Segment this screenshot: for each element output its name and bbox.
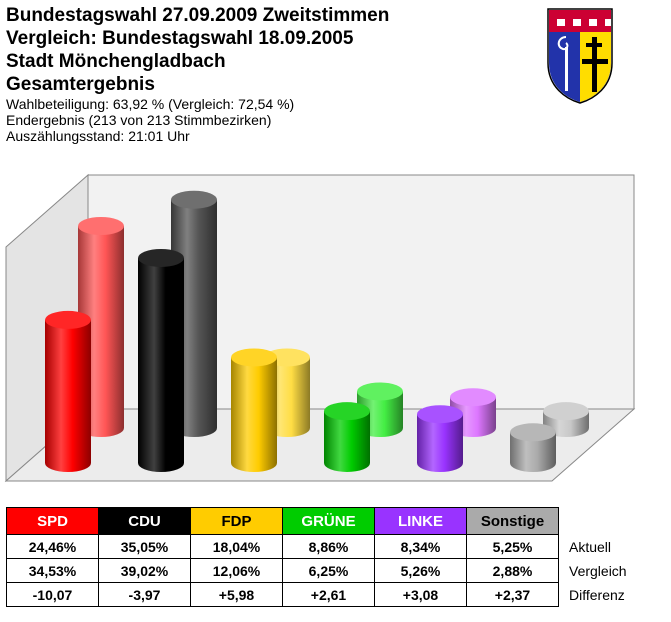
table-cell: 6,25%: [282, 558, 375, 583]
table-row: -10,07 -3,97 +5,98 +2,61 +3,08 +2,37 Differenz: [6, 582, 650, 607]
party-header-cell: LINKE: [374, 507, 467, 535]
bar-aktuell-0: [45, 310, 91, 472]
row-label: Aktuell: [569, 538, 612, 555]
table-cell: +3,08: [374, 582, 467, 607]
bar-aktuell-4: [417, 405, 463, 472]
party-header-cell: GRÜNE: [282, 507, 375, 535]
table-cell: 2,88%: [466, 558, 559, 583]
table-cell: 5,25%: [466, 534, 559, 559]
table-cell: -3,97: [98, 582, 191, 607]
title-line: Bundestagswahl 27.09.2009 Zweitstimmen: [6, 5, 390, 26]
table-cell: 18,04%: [190, 534, 283, 559]
table-cell: 5,26%: [374, 558, 467, 583]
bars-aktuell: [45, 248, 556, 472]
party-header-cell: FDP: [190, 507, 283, 535]
city-coat-of-arms-icon: [547, 8, 613, 104]
bar-aktuell-1: [138, 248, 184, 472]
title-line: Vergleich: Bundestagswahl 18.09.2005: [6, 28, 354, 49]
party-header-cell: CDU: [98, 507, 191, 535]
party-header-cell: Sonstige: [466, 507, 559, 535]
table-cell: +2,37: [466, 582, 559, 607]
bar-aktuell-5: [510, 423, 556, 472]
table-cell: 8,86%: [282, 534, 375, 559]
party-header-cell: SPD: [6, 507, 99, 535]
table-cell: 12,06%: [190, 558, 283, 583]
table-cell: +2,61: [282, 582, 375, 607]
info-line: Auszählungsstand: 21:01 Uhr: [6, 128, 190, 144]
table-cell: 35,05%: [98, 534, 191, 559]
row-label: Differenz: [569, 586, 625, 603]
row-label: Vergleich: [569, 562, 627, 579]
title-line: Stadt Mönchengladbach: [6, 51, 226, 72]
table-cell: 8,34%: [374, 534, 467, 559]
table-row: 24,46% 35,05% 18,04% 8,86% 8,34% 5,25% Aktuell: [6, 534, 650, 559]
table-cell: -10,07: [6, 582, 99, 607]
bar-chart: [4, 173, 636, 483]
bar-vergleich-5: [543, 402, 589, 437]
header: Bundestagswahl 27.09.2009 Zweitstimmen V…: [6, 4, 526, 144]
table-row: 34,53% 39,02% 12,06% 6,25% 5,26% 2,88% Verglei…: [6, 558, 650, 583]
table-header-row: SPD CDU FDP GRÜNE LINKE Sonstige: [6, 507, 650, 535]
info-line: Endergebnis (213 von 213 Stimmbezirken): [6, 112, 272, 128]
row-label-spacer: [559, 508, 650, 535]
results-table: SPD CDU FDP GRÜNE LINKE Sonstige 24,46% 35,05%…: [6, 507, 650, 607]
title-line: Gesamtergebnis: [6, 74, 155, 95]
table-cell: 24,46%: [6, 534, 99, 559]
table-cell: +5,98: [190, 582, 283, 607]
bar-aktuell-3: [324, 402, 370, 472]
table-cell: 39,02%: [98, 558, 191, 583]
info-line: Wahlbeteiligung: 63,92 % (Vergleich: 72,…: [6, 96, 295, 112]
bar-aktuell-2: [231, 348, 277, 472]
table-cell: 34,53%: [6, 558, 99, 583]
